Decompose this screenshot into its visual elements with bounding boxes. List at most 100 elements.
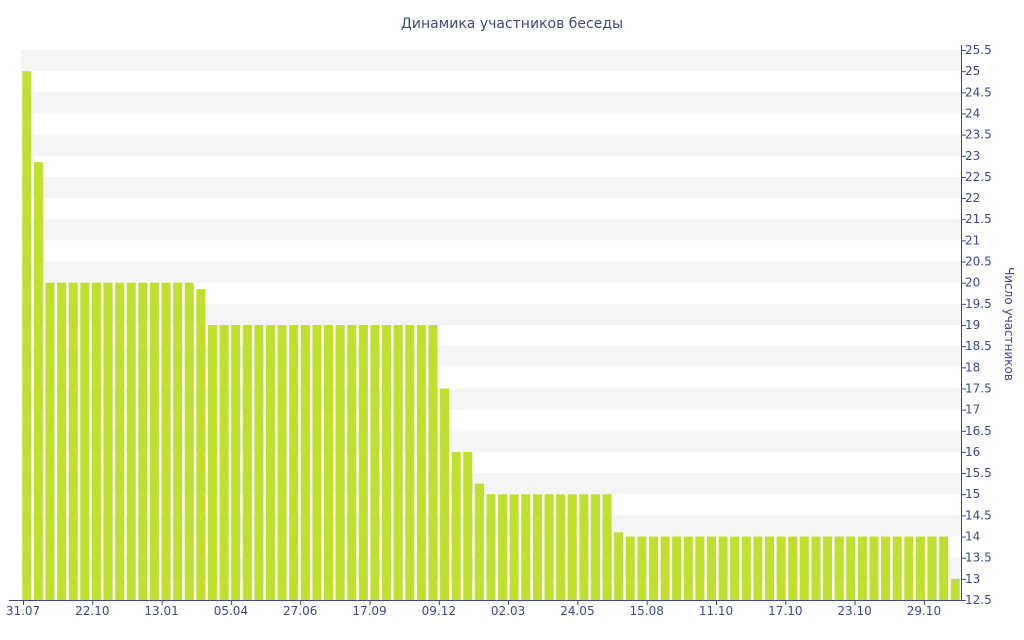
bar: [277, 325, 287, 600]
bar: [706, 536, 717, 600]
bar: [173, 282, 183, 600]
bar: [405, 325, 415, 600]
bar: [637, 536, 647, 600]
bar: [672, 536, 682, 600]
bar: [695, 536, 705, 600]
bar: [451, 451, 461, 600]
bar: [149, 282, 159, 600]
y-tick-label: 25.5: [965, 43, 992, 57]
bar: [915, 536, 925, 600]
bar: [80, 282, 90, 600]
y-tick-label: 22.5: [965, 170, 992, 184]
y-tick-label: 17: [965, 403, 980, 417]
grid-band: [21, 50, 961, 72]
x-tick-label: 22.10: [75, 604, 109, 618]
bar: [869, 536, 879, 600]
bar: [753, 536, 763, 600]
y-tick-label: 18: [965, 360, 980, 374]
bar: [892, 536, 902, 600]
bar: [91, 282, 101, 600]
grid-band: [21, 261, 961, 283]
x-tick-label: 13.01: [144, 604, 178, 618]
bar: [416, 325, 426, 600]
y-tick-label: 20.5: [965, 255, 992, 269]
bar: [382, 325, 392, 600]
y-tick-label: 22: [965, 191, 980, 205]
x-tick-label: 23.10: [837, 604, 871, 618]
bar: [927, 536, 937, 600]
bar: [614, 532, 624, 600]
bars-group: [22, 71, 960, 600]
y-tick-label: 15: [965, 487, 980, 501]
bar: [347, 325, 357, 600]
chart-title: Динамика участников беседы: [401, 16, 623, 32]
bar: [474, 483, 484, 600]
bar: [138, 282, 148, 600]
y-tick-label: 12.5: [965, 593, 992, 607]
y-tick-label: 18.5: [965, 339, 992, 353]
bar: [764, 536, 775, 600]
bar: [857, 536, 867, 600]
y-tick-label: 13.5: [965, 551, 992, 565]
grid-band: [21, 134, 961, 156]
bar: [625, 536, 635, 600]
bar: [196, 289, 206, 600]
grid-band: [21, 176, 961, 199]
bar: [486, 494, 496, 600]
bar: [823, 536, 833, 600]
bar: [846, 536, 856, 600]
bar: [648, 536, 658, 600]
y-tick-label: 13: [965, 572, 980, 586]
bar: [22, 71, 32, 600]
x-tick-label: 31.07: [6, 604, 40, 618]
x-tick-label: 02.03: [491, 604, 525, 618]
bar: [161, 282, 171, 600]
bar: [428, 325, 438, 600]
grid-band: [21, 219, 961, 241]
bar: [521, 494, 531, 600]
y-tick-label: 20: [965, 276, 980, 290]
y-tick-label: 23: [965, 149, 980, 163]
bar: [115, 282, 125, 600]
y-tick-label: 25: [965, 64, 980, 78]
bar: [358, 325, 368, 600]
bar: [219, 325, 229, 600]
bar: [741, 536, 751, 600]
bar: [579, 494, 589, 600]
bar: [544, 494, 554, 600]
bar: [440, 388, 450, 600]
bar: [567, 494, 577, 600]
y-axis-title: Число участников: [1002, 267, 1016, 381]
bar: [718, 536, 728, 600]
bar: [509, 494, 519, 600]
x-tick-label: 11.10: [699, 604, 733, 618]
bar: [799, 536, 809, 600]
bar: [126, 282, 136, 600]
y-tick-label: 19.5: [965, 297, 992, 311]
bar: [590, 494, 600, 600]
bar: [103, 282, 113, 600]
y-tick-label: 24.5: [965, 85, 992, 99]
x-tick-label: 27.06: [283, 604, 317, 618]
y-tick-label: 21.5: [965, 212, 992, 226]
x-tick-label: 05.04: [214, 604, 248, 618]
bar: [556, 494, 566, 600]
bar: [834, 536, 844, 600]
x-tick-label: 29.10: [907, 604, 941, 618]
y-tick-label: 16: [965, 445, 980, 459]
bar: [532, 494, 542, 600]
y-tick-label: 24: [965, 106, 980, 120]
bar: [939, 536, 949, 600]
y-tick-label: 23.5: [965, 128, 992, 142]
y-tick-label: 16.5: [965, 424, 992, 438]
bar: [776, 536, 786, 600]
x-tick-label: 24.05: [560, 604, 594, 618]
bar: [68, 282, 78, 600]
bar: [370, 325, 380, 600]
bar: [393, 325, 403, 600]
x-tick-label: 09.12: [422, 604, 456, 618]
y-tick-label: 14.5: [965, 508, 992, 522]
bar: [265, 325, 276, 600]
